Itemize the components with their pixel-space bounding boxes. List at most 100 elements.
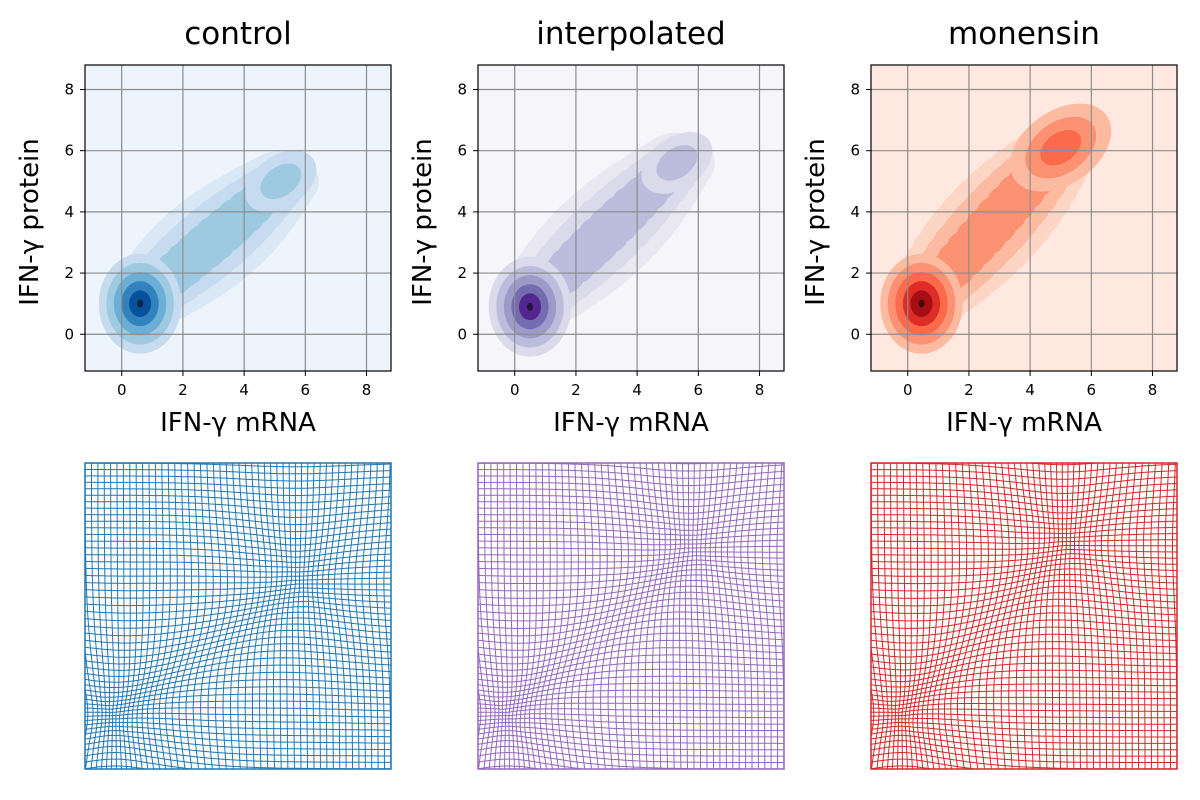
- warp-grid-line-horizontal: [85, 577, 391, 584]
- warp-grid-line-horizontal: [85, 494, 391, 504]
- x-tick-label: 0: [510, 381, 520, 399]
- warp-grid-line-vertical: [1114, 463, 1127, 769]
- y-tick-label: 2: [457, 264, 467, 282]
- warp-grid-line-horizontal: [478, 494, 784, 508]
- warp-grid-line-vertical: [1100, 463, 1114, 769]
- warp-grid-line-horizontal: [85, 571, 391, 578]
- x-tick-label: 4: [632, 381, 642, 399]
- warp-grid-line-horizontal: [871, 488, 1177, 501]
- y-tick-label: 8: [64, 80, 74, 98]
- warp-grid-line-horizontal: [460, 773, 810, 788]
- x-tick-label: 8: [362, 381, 372, 399]
- warp-grid-line-vertical: [727, 463, 740, 769]
- warp-grid-line-vertical: [704, 463, 714, 769]
- warp-grid-line-horizontal: [478, 488, 784, 501]
- warp-grid-frame: [84, 462, 392, 770]
- warp-grid-line-vertical: [286, 463, 293, 769]
- warp-grid-line-horizontal: [85, 583, 391, 592]
- warp-grid-line-vertical: [1088, 463, 1101, 769]
- warp-grid-line-horizontal: [478, 559, 784, 570]
- warp-grid-line-horizontal: [871, 514, 1177, 525]
- warp-grid-frame: [870, 462, 1178, 770]
- warp-grid-line-vertical: [637, 463, 655, 769]
- x-tick-label: 0: [117, 381, 127, 399]
- x-tick-label: 8: [755, 381, 765, 399]
- warp-grid-line-horizontal: [871, 573, 1177, 592]
- warp-grid-line-horizontal: [478, 591, 784, 614]
- warp-grid-line-vertical: [1083, 463, 1094, 769]
- warp-grid-line-vertical: [665, 463, 677, 769]
- warp-grid-line-vertical: [292, 463, 297, 769]
- x-tick-label: 6: [1087, 381, 1097, 399]
- y-tick-label: 6: [457, 142, 467, 160]
- warp-grid-line-horizontal: [871, 557, 1177, 570]
- warp-grid-line-vertical: [266, 463, 278, 769]
- warp-grid-line-horizontal: [85, 587, 391, 599]
- warp-grid-line-horizontal: [871, 533, 1177, 539]
- y-tick-label: 6: [64, 142, 74, 160]
- warp-grid-line-vertical: [1037, 463, 1051, 769]
- x-tick-label: 6: [301, 381, 311, 399]
- warp-grid-line-vertical: [791, 438, 796, 794]
- warp-grid-line-vertical: [1051, 463, 1059, 769]
- warp-grid-line-horizontal: [871, 481, 1177, 495]
- axes-frame: [477, 64, 785, 372]
- warp-grid-line-horizontal: [85, 765, 150, 769]
- warp-grid-line-vertical: [1128, 463, 1140, 769]
- warp-grid-line-horizontal: [67, 773, 417, 788]
- warp-grid-line-vertical: [1063, 463, 1069, 769]
- x-axis-label: IFN-γ mRNA: [160, 408, 316, 438]
- warp-grid-line-vertical: [769, 463, 778, 769]
- x-tick-label: 2: [964, 381, 974, 399]
- warp-grid-line-horizontal: [85, 481, 391, 489]
- warp-grid-line-vertical: [316, 463, 328, 769]
- warp-grid-line-vertical: [390, 566, 391, 601]
- warp-grid-line-horizontal: [871, 553, 1177, 563]
- x-tick-label: 2: [571, 381, 581, 399]
- x-axis-label: IFN-γ mRNA: [946, 408, 1102, 438]
- warp-grid-line-horizontal: [871, 605, 1177, 629]
- warp-grid-line-horizontal: [453, 438, 809, 443]
- density-contours: [98, 150, 319, 354]
- warp-grid-line-vertical: [644, 463, 661, 769]
- y-tick-label: 2: [64, 264, 74, 282]
- warp-grid-line-vertical: [709, 463, 721, 769]
- y-tick-label: 2: [850, 264, 860, 282]
- warp-grid-line-horizontal: [60, 450, 417, 452]
- warp-grid-line-horizontal: [478, 574, 784, 592]
- warp-grid-line-horizontal: [85, 606, 391, 629]
- warp-grid-line-horizontal: [85, 520, 391, 533]
- warp-grid-line-horizontal: [478, 481, 784, 494]
- warp-grid-line-vertical: [852, 438, 868, 785]
- warp-grid-line-horizontal: [60, 444, 417, 446]
- warp-grid-line-horizontal: [85, 507, 391, 518]
- warp-grid-line-vertical: [459, 438, 475, 785]
- contour-panel-1: 0 2 4 6 8 0 2 4 6 8 control IFN-γ mRNA IFN-γ protein: [15, 16, 392, 438]
- warp-grid-line-horizontal: [85, 527, 391, 540]
- y-tick-label: 4: [850, 203, 860, 221]
- x-tick-label: 0: [903, 381, 913, 399]
- density-peak: [527, 302, 534, 311]
- warp-grid-line-vertical: [630, 463, 649, 769]
- grid: [85, 65, 391, 371]
- density-peak: [137, 299, 144, 308]
- warp-grid-line-vertical: [1180, 438, 1184, 794]
- warp-grid-line-vertical: [307, 463, 315, 769]
- y-tick-label: 0: [64, 325, 74, 343]
- warp-grid-line-horizontal: [85, 475, 391, 482]
- warp-grid-line-horizontal: [871, 463, 1177, 473]
- warp-grid-line-vertical: [361, 463, 373, 769]
- warp-grid-line-horizontal: [85, 565, 391, 573]
- warp-grid-line-horizontal: [478, 564, 784, 577]
- warp-grid-line-horizontal: [85, 547, 391, 558]
- warp-grid-line-vertical: [846, 438, 862, 785]
- warp-grid-line-horizontal: [478, 475, 784, 487]
- warp-grid-line-horizontal: [85, 533, 391, 546]
- warp-grid-line-horizontal: [871, 585, 1177, 607]
- warp-grid-line-horizontal: [871, 539, 1177, 545]
- warp-grid-line-vertical: [244, 463, 261, 769]
- warp-grid-line-vertical: [85, 645, 94, 769]
- warp-grid-line-horizontal: [853, 773, 1200, 788]
- warp-grid-panel-3: [846, 438, 1200, 794]
- warp-grid-line-vertical: [237, 463, 255, 769]
